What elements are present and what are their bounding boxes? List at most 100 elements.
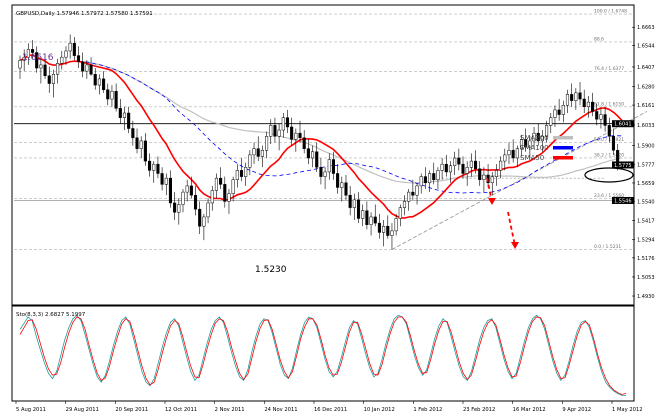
candle-122 (528, 136, 532, 158)
candle-body-36 (168, 177, 173, 204)
candle-19 (97, 74, 101, 95)
candle-body-121 (524, 139, 528, 148)
candle-body-51 (231, 179, 235, 194)
candle-body-71 (315, 151, 319, 168)
candle-15 (81, 52, 85, 78)
candle-3 (30, 40, 35, 59)
candle-26 (127, 106, 131, 134)
candle-body-86 (377, 222, 381, 233)
candle-29 (139, 136, 143, 158)
candle-109 (473, 150, 478, 174)
candle-body-34 (160, 173, 164, 185)
candle-66 (294, 128, 298, 152)
candle-127 (549, 113, 553, 134)
candle-37 (173, 192, 177, 221)
price-tag-bg-2 (612, 196, 634, 204)
candle-35 (164, 173, 168, 196)
legend-swatch-1 (553, 146, 573, 150)
candle-body-62 (277, 129, 281, 137)
candle-body-136 (586, 101, 590, 108)
candle-body-24 (118, 108, 122, 118)
candle-70 (311, 145, 315, 168)
candle-138 (595, 103, 599, 126)
candle-105 (457, 148, 461, 171)
candle-body-4 (35, 52, 39, 69)
candle-body-33 (156, 163, 160, 174)
candle-34 (160, 167, 164, 191)
candle-body-60 (269, 125, 273, 137)
candle-117 (507, 142, 511, 165)
candle-69 (306, 139, 310, 165)
candle-48 (219, 167, 223, 190)
candle-101 (440, 157, 444, 180)
candle-body-65 (290, 126, 294, 140)
candle-18 (93, 68, 97, 90)
candle-body-26 (127, 112, 131, 129)
candle-121 (524, 128, 528, 152)
candle-39 (181, 189, 185, 213)
candle-98 (428, 170, 432, 193)
candle-58 (260, 145, 264, 168)
candle-body-21 (106, 89, 110, 100)
candle-body-49 (223, 184, 227, 202)
candle-body-96 (419, 176, 423, 187)
price-tag-1: 1.5775 (614, 163, 632, 169)
candle-64 (285, 109, 290, 134)
price-tick-label-0: 1.6663 (637, 25, 655, 31)
candle-body-72 (319, 167, 323, 177)
candle-body-129 (557, 109, 561, 115)
candle-body-70 (311, 151, 315, 159)
highlight-ellipse (584, 167, 634, 183)
candle-body-19 (97, 78, 101, 86)
candle-89 (390, 223, 394, 250)
candle-body-54 (244, 167, 248, 177)
candle-body-5 (39, 64, 43, 69)
candle-82 (361, 204, 365, 227)
candle-142 (611, 128, 616, 155)
candle-body-98 (428, 173, 432, 184)
candle-139 (599, 108, 603, 129)
candle-72 (319, 157, 323, 185)
candle-68 (302, 130, 306, 154)
price-tick-label-4: 1.6161 (637, 103, 655, 109)
candle-86 (377, 213, 381, 239)
candle-54 (244, 162, 248, 186)
candle-93 (407, 189, 411, 211)
stochastic-oscillator (19, 314, 627, 396)
candle-33 (156, 156, 160, 179)
candle-44 (202, 213, 206, 241)
sma50-line (19, 53, 623, 219)
candle-body-50 (227, 193, 231, 202)
fib-label-6: 23.6 / 1.5560 (594, 193, 624, 199)
candle-13 (72, 37, 76, 61)
candle-107 (465, 161, 469, 186)
date-label-3: 12 Oct 2011 (165, 407, 197, 413)
candle-body-59 (265, 136, 269, 151)
candle-17 (89, 57, 93, 76)
candle-body-137 (591, 101, 595, 112)
candle-body-110 (478, 168, 482, 180)
candle-body-41 (189, 185, 193, 196)
candle-body-37 (173, 202, 177, 213)
candle-88 (386, 215, 390, 239)
candle-body-32 (152, 163, 156, 171)
candle-47 (214, 173, 218, 199)
candle-123 (532, 126, 536, 149)
candle-body-117 (507, 149, 511, 156)
candle-135 (582, 89, 586, 114)
candle-96 (419, 173, 423, 194)
candle-body-140 (603, 114, 607, 126)
candle-25 (122, 106, 127, 131)
candle-body-55 (248, 154, 252, 168)
candle-140 (603, 106, 607, 132)
candle-body-131 (565, 94, 570, 106)
candle-103 (448, 161, 453, 183)
candle-body-66 (294, 132, 298, 140)
candle-body-31 (148, 160, 152, 171)
price-tick-label-14: 1.4930 (637, 294, 655, 300)
candle-120 (519, 134, 524, 157)
price-tick-label-8: 1.5659 (637, 181, 655, 187)
candle-75 (331, 151, 335, 180)
date-label-5: 24 Nov 2011 (264, 407, 297, 413)
candle-23 (114, 83, 118, 112)
